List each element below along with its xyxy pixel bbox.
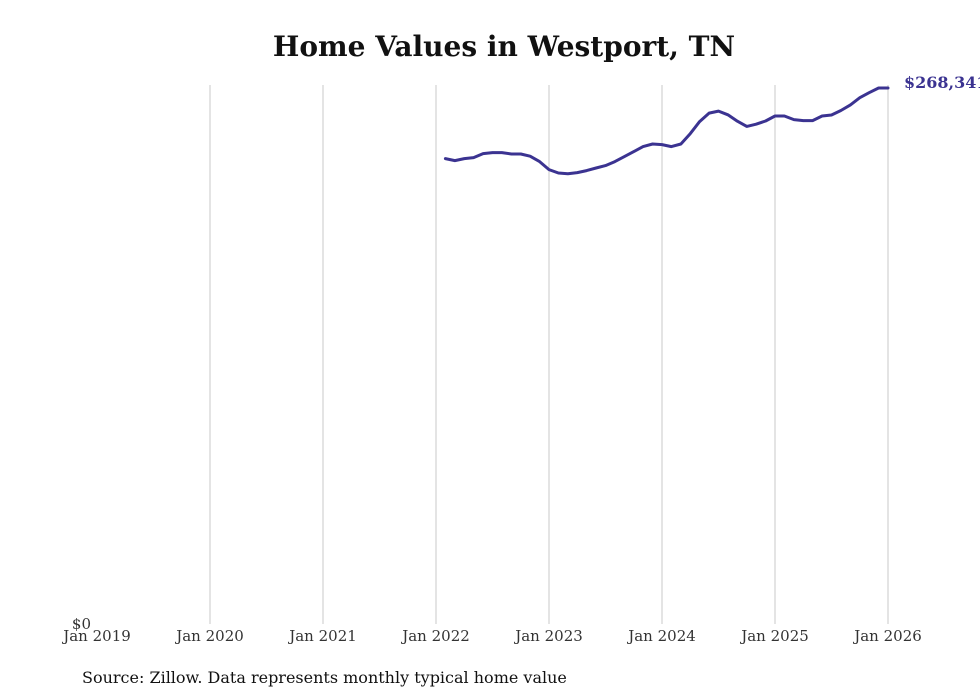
x-tick-label: Jan 2026 <box>852 627 922 645</box>
x-tick-label: Jan 2022 <box>400 627 470 645</box>
chart-title: Home Values in Westport, TN <box>272 30 736 63</box>
x-tick-label: Jan 2023 <box>513 627 583 645</box>
series <box>443 86 890 176</box>
y-tick-label: $0 <box>72 615 91 633</box>
x-tick-label: Jan 2020 <box>174 627 244 645</box>
x-tick-label: Jan 2021 <box>287 627 357 645</box>
series-line <box>443 86 890 176</box>
gridlines <box>209 85 889 624</box>
annotations: $268,341 <box>904 73 980 92</box>
x-tick-label: Jan 2025 <box>739 627 809 645</box>
x-axis-ticks: Jan 2019 Jan 2020 Jan 2021 Jan 2022 Jan 2023… <box>61 627 922 645</box>
source-note: Source: Zillow. Data represents monthly … <box>82 668 567 687</box>
x-tick-label: Jan 2024 <box>626 627 696 645</box>
x-tick-label: Jan 2019 <box>61 627 131 645</box>
end-value-label: $268,341 <box>904 73 980 92</box>
y-axis-ticks: $0 <box>72 615 91 633</box>
